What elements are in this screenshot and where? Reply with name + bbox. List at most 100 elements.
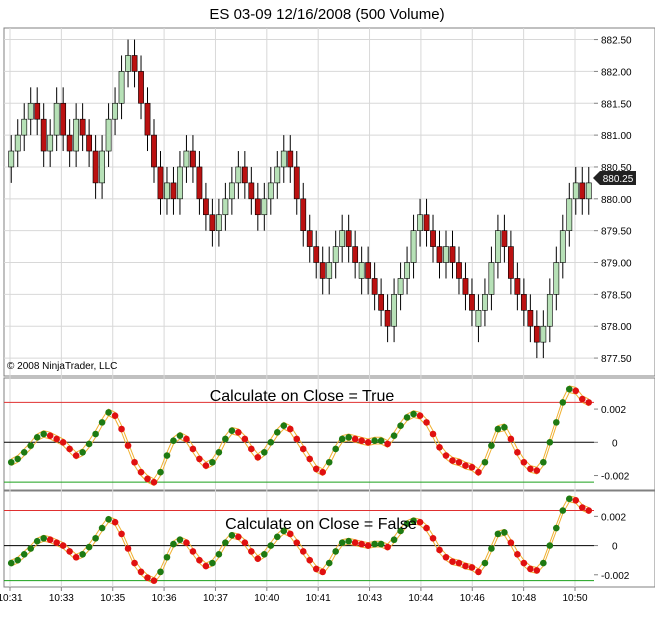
candle [436, 230, 443, 279]
rising-dot [501, 424, 508, 431]
rising-dot [494, 425, 502, 433]
candle [183, 135, 190, 183]
down-candle-body [436, 246, 443, 263]
rising-dot [397, 527, 404, 535]
candle [293, 151, 300, 215]
falling-dot [254, 453, 262, 461]
falling-dot [364, 542, 372, 549]
candle [358, 246, 365, 295]
falling-dot [293, 539, 301, 546]
candle [280, 135, 287, 183]
rising-dot [565, 495, 573, 503]
indicator-tick-label: 0.002 [601, 405, 626, 416]
down-candle-body [430, 230, 436, 247]
panel-2-label: Calculate on Close = False [225, 516, 417, 533]
down-candle-body [520, 294, 527, 311]
candle [53, 87, 60, 152]
rising-dot [403, 520, 411, 527]
candle [430, 214, 436, 263]
candle [196, 151, 203, 215]
up-candle-body [332, 246, 339, 263]
falling-dot [124, 442, 132, 449]
rising-dot [481, 559, 489, 567]
rising-dot [338, 539, 346, 546]
rising-dot [273, 533, 281, 541]
rising-dot [488, 442, 495, 449]
up-candle-body [404, 262, 410, 279]
indicator-panel-2: 0.002 0 -0.002 [4, 495, 630, 585]
candle [254, 182, 261, 231]
rising-dot [267, 439, 275, 446]
falling-dot [364, 439, 372, 446]
falling-dot [254, 555, 262, 563]
candle [66, 119, 73, 167]
candle [215, 198, 222, 247]
falling-dot [442, 553, 450, 561]
falling-dot [53, 539, 60, 546]
falling-dot [527, 565, 534, 573]
falling-dot [507, 435, 515, 443]
candle [313, 230, 320, 279]
up-candle-body [410, 230, 417, 263]
chart-title: ES 03-09 12/16/2008 (500 Volume) [209, 6, 444, 23]
candle [261, 182, 268, 231]
candle [482, 278, 488, 327]
rising-dot [40, 430, 47, 438]
candle [417, 198, 423, 247]
time-tick-label: 10:33 [49, 593, 74, 604]
rising-dot [92, 534, 99, 542]
falling-dot [351, 435, 359, 443]
rising-dot [215, 448, 223, 456]
rising-dot [98, 524, 106, 532]
up-candle-body [482, 294, 488, 311]
candle [222, 182, 229, 231]
down-candle-body [423, 214, 430, 231]
falling-dot [514, 551, 521, 558]
rising-dot [209, 458, 216, 466]
falling-dot [416, 412, 424, 420]
candle [118, 55, 125, 120]
candle [553, 246, 560, 311]
down-candle-body [157, 166, 164, 200]
falling-dot [150, 577, 158, 584]
gridlines [4, 28, 594, 587]
falling-dot [319, 468, 327, 476]
candle [475, 294, 482, 343]
rising-dot [559, 399, 567, 406]
down-candle-body [254, 198, 261, 216]
candle [404, 246, 410, 295]
up-candle-body [540, 325, 547, 343]
down-candle-body [469, 294, 475, 311]
rising-dot [261, 551, 268, 558]
up-candle-body [488, 262, 495, 295]
candle [131, 39, 138, 88]
rising-dot [377, 437, 385, 444]
indicator-tick-label: -0.002 [601, 472, 630, 483]
falling-dot [235, 533, 242, 541]
down-candle-body [384, 309, 391, 327]
time-tick-label: 10:48 [511, 593, 536, 604]
falling-dot [66, 445, 73, 453]
up-candle-body [326, 262, 333, 279]
price-tick-label: 881.00 [601, 131, 632, 142]
indicator-panel-1-frame [3, 377, 655, 491]
falling-dot [189, 445, 197, 453]
time-tick-label: 10:41 [306, 593, 331, 604]
falling-dot [66, 548, 73, 555]
rising-dot [14, 455, 22, 463]
falling-dot [520, 458, 528, 466]
price-tick-label: 881.50 [601, 99, 632, 110]
rising-dot [280, 527, 288, 535]
falling-dot [144, 475, 151, 483]
rising-dot [92, 430, 99, 438]
down-candle-body [579, 182, 586, 200]
up-candle-body [566, 198, 573, 231]
falling-dot [475, 468, 482, 476]
down-candle-body [86, 134, 93, 152]
candle [339, 214, 346, 263]
rising-dot [33, 434, 41, 441]
falling-dot [306, 455, 314, 463]
rising-dot [410, 410, 417, 418]
candle [34, 87, 41, 136]
falling-dot [286, 425, 294, 433]
